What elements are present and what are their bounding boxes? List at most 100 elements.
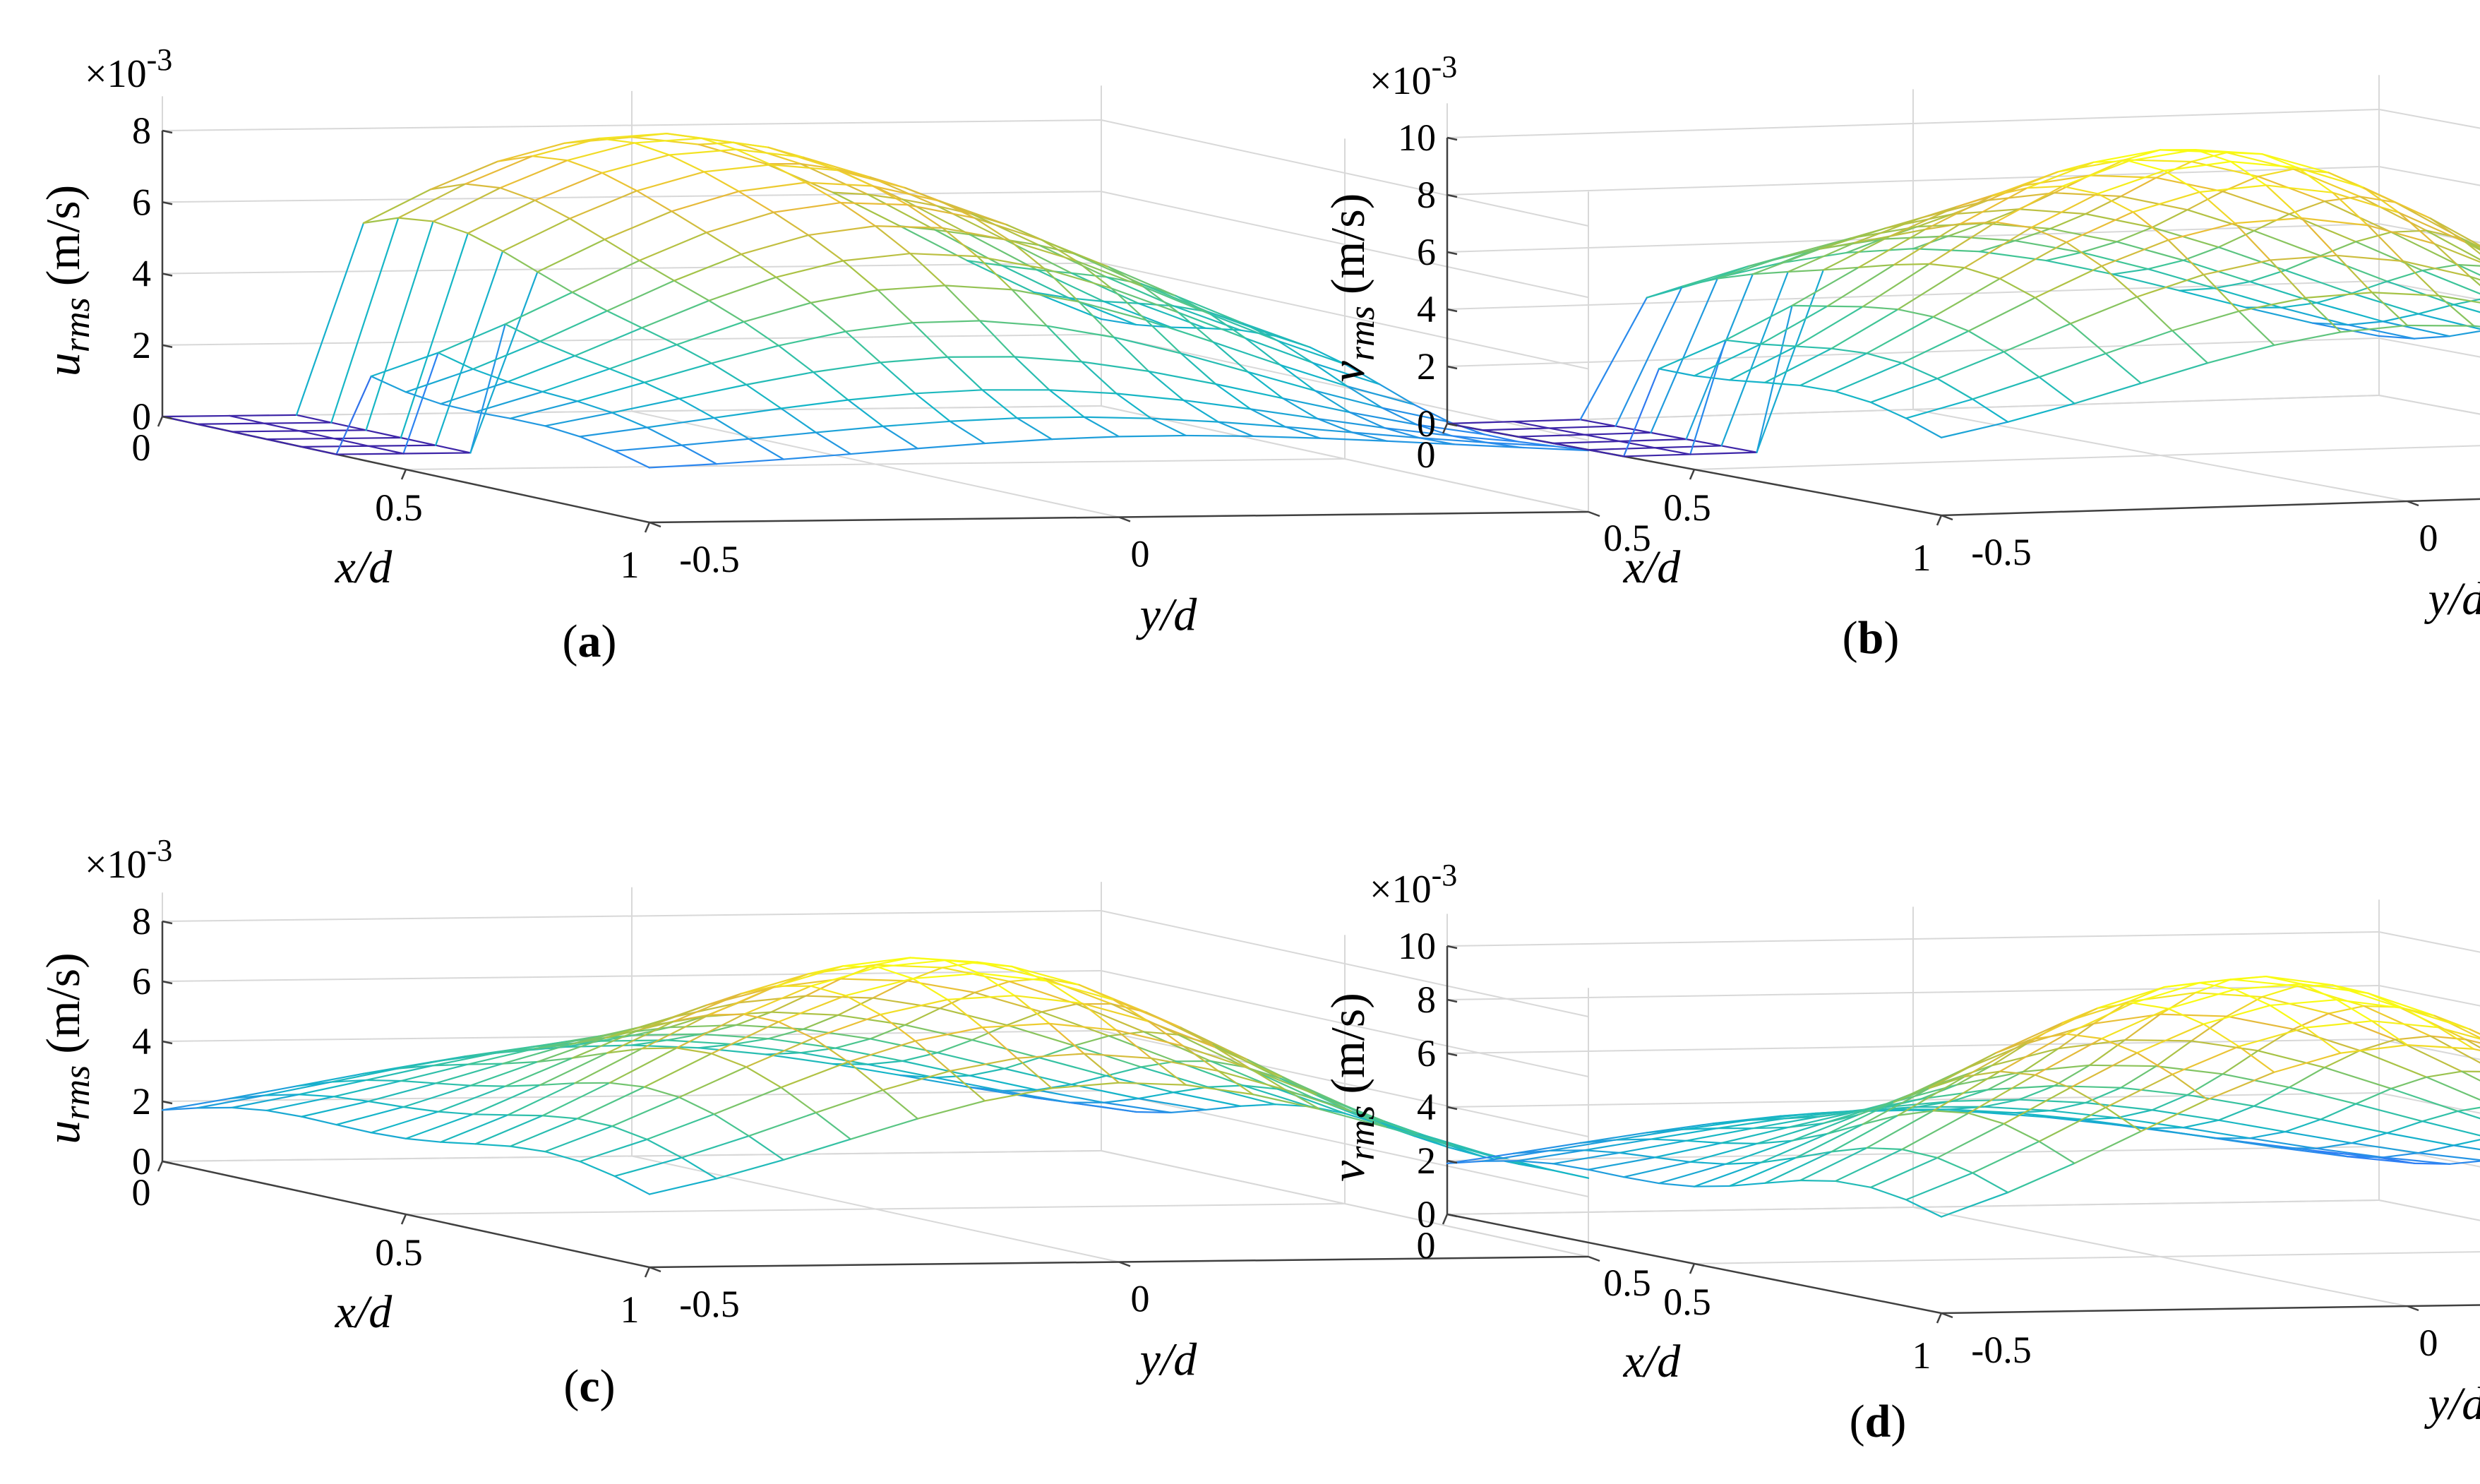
ticks-d [1442, 945, 2419, 1324]
mesh-segment [2320, 241, 2357, 257]
mesh-segment [710, 345, 779, 364]
mesh-segment [2363, 186, 2400, 214]
mesh-segment [507, 1082, 576, 1116]
mesh-segment [1083, 416, 1120, 438]
mesh-segment [867, 1060, 904, 1065]
mesh-segment [713, 1087, 782, 1115]
z-tick-label: 0 [132, 395, 151, 438]
mesh-segment [539, 1052, 609, 1087]
mesh-segment [1960, 221, 1997, 225]
mesh-segment [2394, 1035, 2431, 1041]
mesh-segment [1685, 1139, 1723, 1144]
mesh-segment [2438, 1027, 2475, 1050]
mesh-segment [1881, 235, 1950, 240]
mesh-segment [1928, 263, 1965, 269]
mesh-segment [2018, 1084, 2056, 1101]
mesh-segment [939, 200, 1008, 226]
mesh-segment [1148, 370, 1185, 402]
mesh-segment [2069, 1087, 2107, 1108]
z-axis-label-var: v [1321, 1160, 1374, 1182]
mesh-segment [1693, 1161, 1762, 1187]
mesh-segment [2203, 1004, 2271, 1025]
mesh-segment [1862, 263, 1930, 308]
mesh-segment [681, 438, 750, 446]
z-tick-mark [1446, 251, 1458, 256]
mesh-segment [2238, 297, 2306, 312]
mesh-segment [765, 1053, 834, 1065]
mesh-segment [710, 362, 748, 385]
mesh-segment [402, 352, 439, 455]
mesh-segment [832, 191, 869, 196]
mesh-segment [298, 430, 335, 440]
mesh-segment [2417, 313, 2480, 330]
x-tick-label: 0.5 [1663, 1281, 1711, 1323]
mesh-segment [2217, 246, 2287, 271]
mesh-segment [1016, 417, 1053, 441]
mesh-segment [1681, 265, 1750, 287]
mesh-segment [1106, 1066, 1142, 1077]
mesh-segment [874, 964, 944, 969]
mesh-segment [1947, 222, 1985, 237]
mesh-segment [2316, 1147, 2384, 1159]
mesh-segment [1006, 1024, 1075, 1047]
mesh-segment [604, 239, 640, 262]
mesh-segment [1834, 1180, 1872, 1188]
grid-line [1101, 405, 1589, 513]
mesh-segment [2045, 259, 2114, 275]
mesh-segment [1548, 425, 1617, 429]
mesh-segment [1650, 277, 1718, 433]
mesh-segment [678, 1066, 748, 1099]
mesh-segment [2007, 1162, 2075, 1194]
mesh-segment [1046, 980, 1083, 1005]
mesh-segment [877, 289, 913, 324]
mesh-segment [941, 967, 1011, 983]
chart-panel-d: 0 2 4 6 8 10 0 0.5 1 -0.5 0 0.5 ×10-3 vrms (m/s) x/d y/d… [1321, 858, 2480, 1447]
mesh-segment [777, 345, 815, 373]
mesh-segment [1751, 1126, 1789, 1130]
grid-line [2378, 337, 2480, 358]
mesh-segment [810, 301, 846, 333]
mesh-segment [1995, 1022, 2063, 1054]
mesh-segment [1987, 1070, 2024, 1091]
mesh-segment [1068, 1101, 1137, 1113]
mesh-segment [2413, 335, 2451, 340]
mesh-segment [1075, 260, 1145, 288]
mesh-segment [1346, 385, 1415, 406]
mesh-segment [2284, 1130, 2353, 1144]
mesh-segment [1314, 390, 1383, 409]
mesh-segment [2120, 176, 2157, 198]
mesh-segment [1113, 999, 1182, 1029]
mesh-segment [810, 985, 846, 997]
mesh-segment [666, 1033, 702, 1041]
mesh-segment [2120, 195, 2188, 211]
mesh-segment [1763, 1179, 1802, 1184]
mesh-segment [1008, 977, 1046, 983]
mesh-segment [1242, 1084, 1311, 1108]
mesh-segment [1716, 256, 1785, 280]
mesh-segment [802, 1014, 839, 1030]
mesh-segment [472, 1084, 541, 1115]
y-tick-mark [1941, 514, 1953, 521]
mesh-segment [611, 1096, 681, 1127]
mesh-segment [2155, 1065, 2224, 1075]
mesh-segment [429, 160, 499, 191]
mesh-segment [1284, 426, 1322, 439]
surface-mesh-c [161, 957, 1590, 1195]
mesh-segment [2022, 1048, 2059, 1073]
mesh-segment [1073, 1035, 1110, 1047]
mesh-segment [1548, 1139, 1617, 1152]
mesh-segment [1991, 1042, 2028, 1067]
mesh-segment [1866, 1110, 1934, 1149]
mesh-segment [1041, 1011, 1110, 1037]
mesh-segment [1446, 421, 1515, 425]
mesh-segment [1760, 305, 1828, 345]
mesh-segment [1142, 286, 1212, 316]
mesh-segment [2280, 1147, 2349, 1158]
mesh-segment [1317, 1094, 1386, 1123]
mesh-segment [1150, 1057, 1187, 1086]
mesh-segment [440, 1141, 477, 1145]
mesh-segment [534, 172, 603, 201]
mesh-segment [2151, 226, 2220, 249]
mesh-segment [2323, 196, 2361, 203]
mesh-segment [1142, 1031, 1180, 1036]
